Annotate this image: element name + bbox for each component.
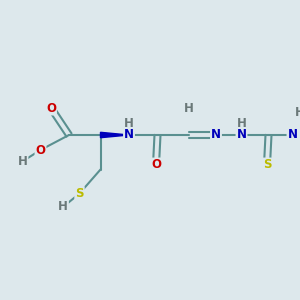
Text: N: N bbox=[287, 128, 298, 142]
Text: S: S bbox=[263, 158, 271, 172]
Text: N: N bbox=[211, 128, 221, 142]
Polygon shape bbox=[100, 132, 129, 138]
Text: N: N bbox=[236, 128, 247, 142]
Text: S: S bbox=[75, 187, 84, 200]
Text: O: O bbox=[151, 158, 161, 172]
Text: H: H bbox=[18, 155, 27, 168]
Text: N: N bbox=[124, 128, 134, 142]
Text: O: O bbox=[35, 143, 46, 157]
Text: H: H bbox=[124, 117, 134, 130]
Text: H: H bbox=[58, 200, 68, 214]
Text: O: O bbox=[46, 101, 56, 115]
Text: H: H bbox=[184, 102, 194, 115]
Text: H: H bbox=[295, 106, 300, 119]
Text: H: H bbox=[237, 117, 246, 130]
